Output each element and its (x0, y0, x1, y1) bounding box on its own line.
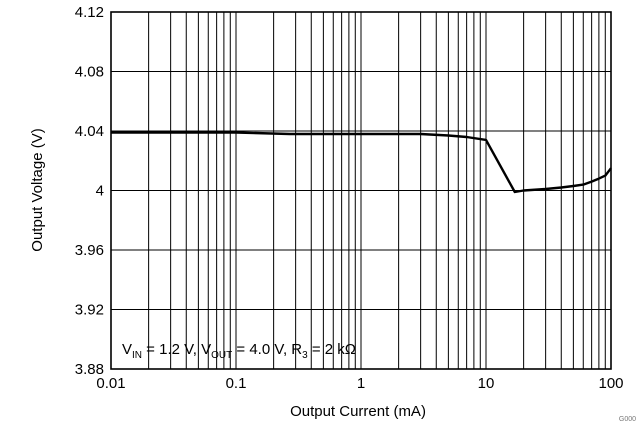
conditions-annotation: VIN = 1.2 V, VOUT = 4.0 V, R3 = 2 kΩ (122, 341, 356, 361)
x-tick-label: 0.1 (226, 375, 247, 392)
x-tick-labels: 0.01 0.1 1 10 100 (96, 375, 623, 392)
series-line (111, 131, 612, 194)
y-tick-label: 4.12 (75, 4, 104, 21)
x-tick-label: 100 (598, 375, 623, 392)
plot-border (110, 11, 612, 370)
x-tick-label: 1 (357, 375, 365, 392)
y-tick-label: 3.88 (75, 361, 104, 378)
y-tick-label: 4.08 (75, 64, 104, 81)
x-axis-title: Output Current (mA) (290, 403, 426, 420)
figure-code: G000 (619, 416, 636, 423)
plot-frame (110, 11, 612, 370)
y-axis-title: Output Voltage (V) (29, 128, 46, 251)
y-tick-label: 3.96 (75, 242, 104, 259)
annotation-segment: = 1.2 V, V (142, 341, 211, 358)
annotation-segment: V (122, 341, 132, 358)
conditions-text: VIN = 1.2 V, VOUT = 4.0 V, R3 = 2 kΩ (122, 341, 356, 361)
x-tick-label: 0.01 (96, 375, 125, 392)
subscript: 3 (302, 350, 308, 361)
y-tick-labels: 3.88 3.92 3.96 4 4.04 4.08 4.12 (75, 4, 104, 378)
annotation-segment: = 2 kΩ (308, 341, 356, 358)
y-tick-label: 3.92 (75, 302, 104, 319)
subscript: IN (132, 350, 142, 361)
series-layer (111, 131, 612, 194)
subscript: OUT (211, 350, 232, 361)
annotation-segment: = 4.0 V, R (232, 341, 302, 358)
x-tick-label: 10 (478, 375, 495, 392)
y-tick-label: 4.04 (75, 123, 104, 140)
y-tick-label: 4 (96, 183, 104, 200)
